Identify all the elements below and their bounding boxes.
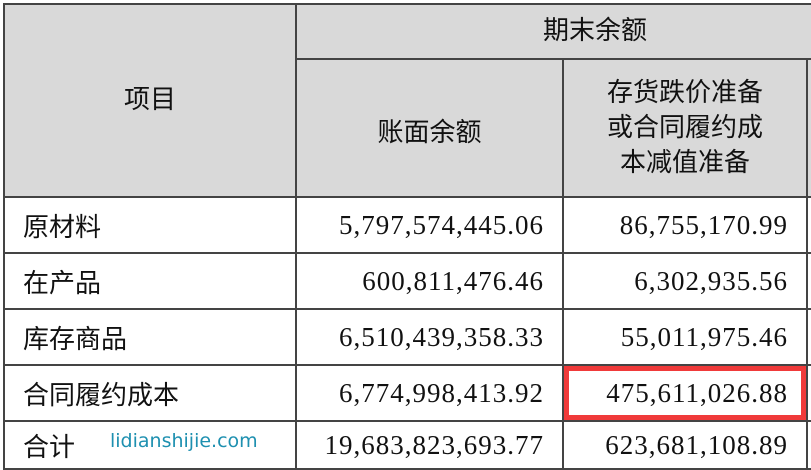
book-balance: 19,683,823,693.77 <box>295 420 564 470</box>
book-balance: 600,811,476.46 <box>295 252 564 310</box>
empty-cell <box>806 252 811 310</box>
provision: 55,011,975.46 <box>562 308 808 366</box>
empty-cell <box>806 364 811 422</box>
header-line: 本减值准备 <box>619 147 750 178</box>
book-balance: 6,510,439,358.33 <box>295 308 564 366</box>
provision: 6,302,935.56 <box>562 252 808 310</box>
row-label: 库存商品 <box>3 308 297 366</box>
table-row: 库存商品 6,510,439,358.33 55,011,975.46 <box>3 308 811 366</box>
table-row: 合同履约成本 6,774,998,413.92 475,611,026.88 <box>3 364 811 422</box>
table-row-total: 合计 19,683,823,693.77 623,681,108.89 <box>3 420 811 470</box>
row-label: 合计 <box>3 420 297 470</box>
empty-cell <box>806 308 811 366</box>
row-label: 在产品 <box>3 252 297 310</box>
row-label: 原材料 <box>3 196 297 254</box>
book-balance: 6,774,998,413.92 <box>295 364 564 422</box>
header-period-end-balance: 期末余额 <box>295 3 811 60</box>
header-line: 或合同履约成 <box>606 112 763 143</box>
provision: 86,755,170.99 <box>562 196 808 254</box>
row-label: 合同履约成本 <box>3 364 297 422</box>
provision: 623,681,108.89 <box>562 420 808 470</box>
table-row: 在产品 600,811,476.46 6,302,935.56 <box>3 252 811 310</box>
header-next-column <box>806 58 811 198</box>
header-line: 存货跌价准备 <box>606 77 763 108</box>
header-item: 项目 <box>3 3 297 198</box>
inventory-table: 项目 期末余额 账面余额 存货跌价准备 或合同履约成 本减值准备 原材料 5,7… <box>3 3 811 470</box>
header-provision: 存货跌价准备 或合同履约成 本减值准备 <box>562 58 808 198</box>
watermark: lidianshijie.com <box>110 430 258 452</box>
provision-highlighted: 475,611,026.88 <box>562 364 808 422</box>
table-row: 原材料 5,797,574,445.06 86,755,170.99 <box>3 196 811 254</box>
empty-cell <box>806 196 811 254</box>
book-balance: 5,797,574,445.06 <box>295 196 564 254</box>
header-group-label: 期末余额 <box>542 16 647 46</box>
empty-cell <box>806 420 811 470</box>
header-book-balance: 账面余额 <box>295 58 564 198</box>
